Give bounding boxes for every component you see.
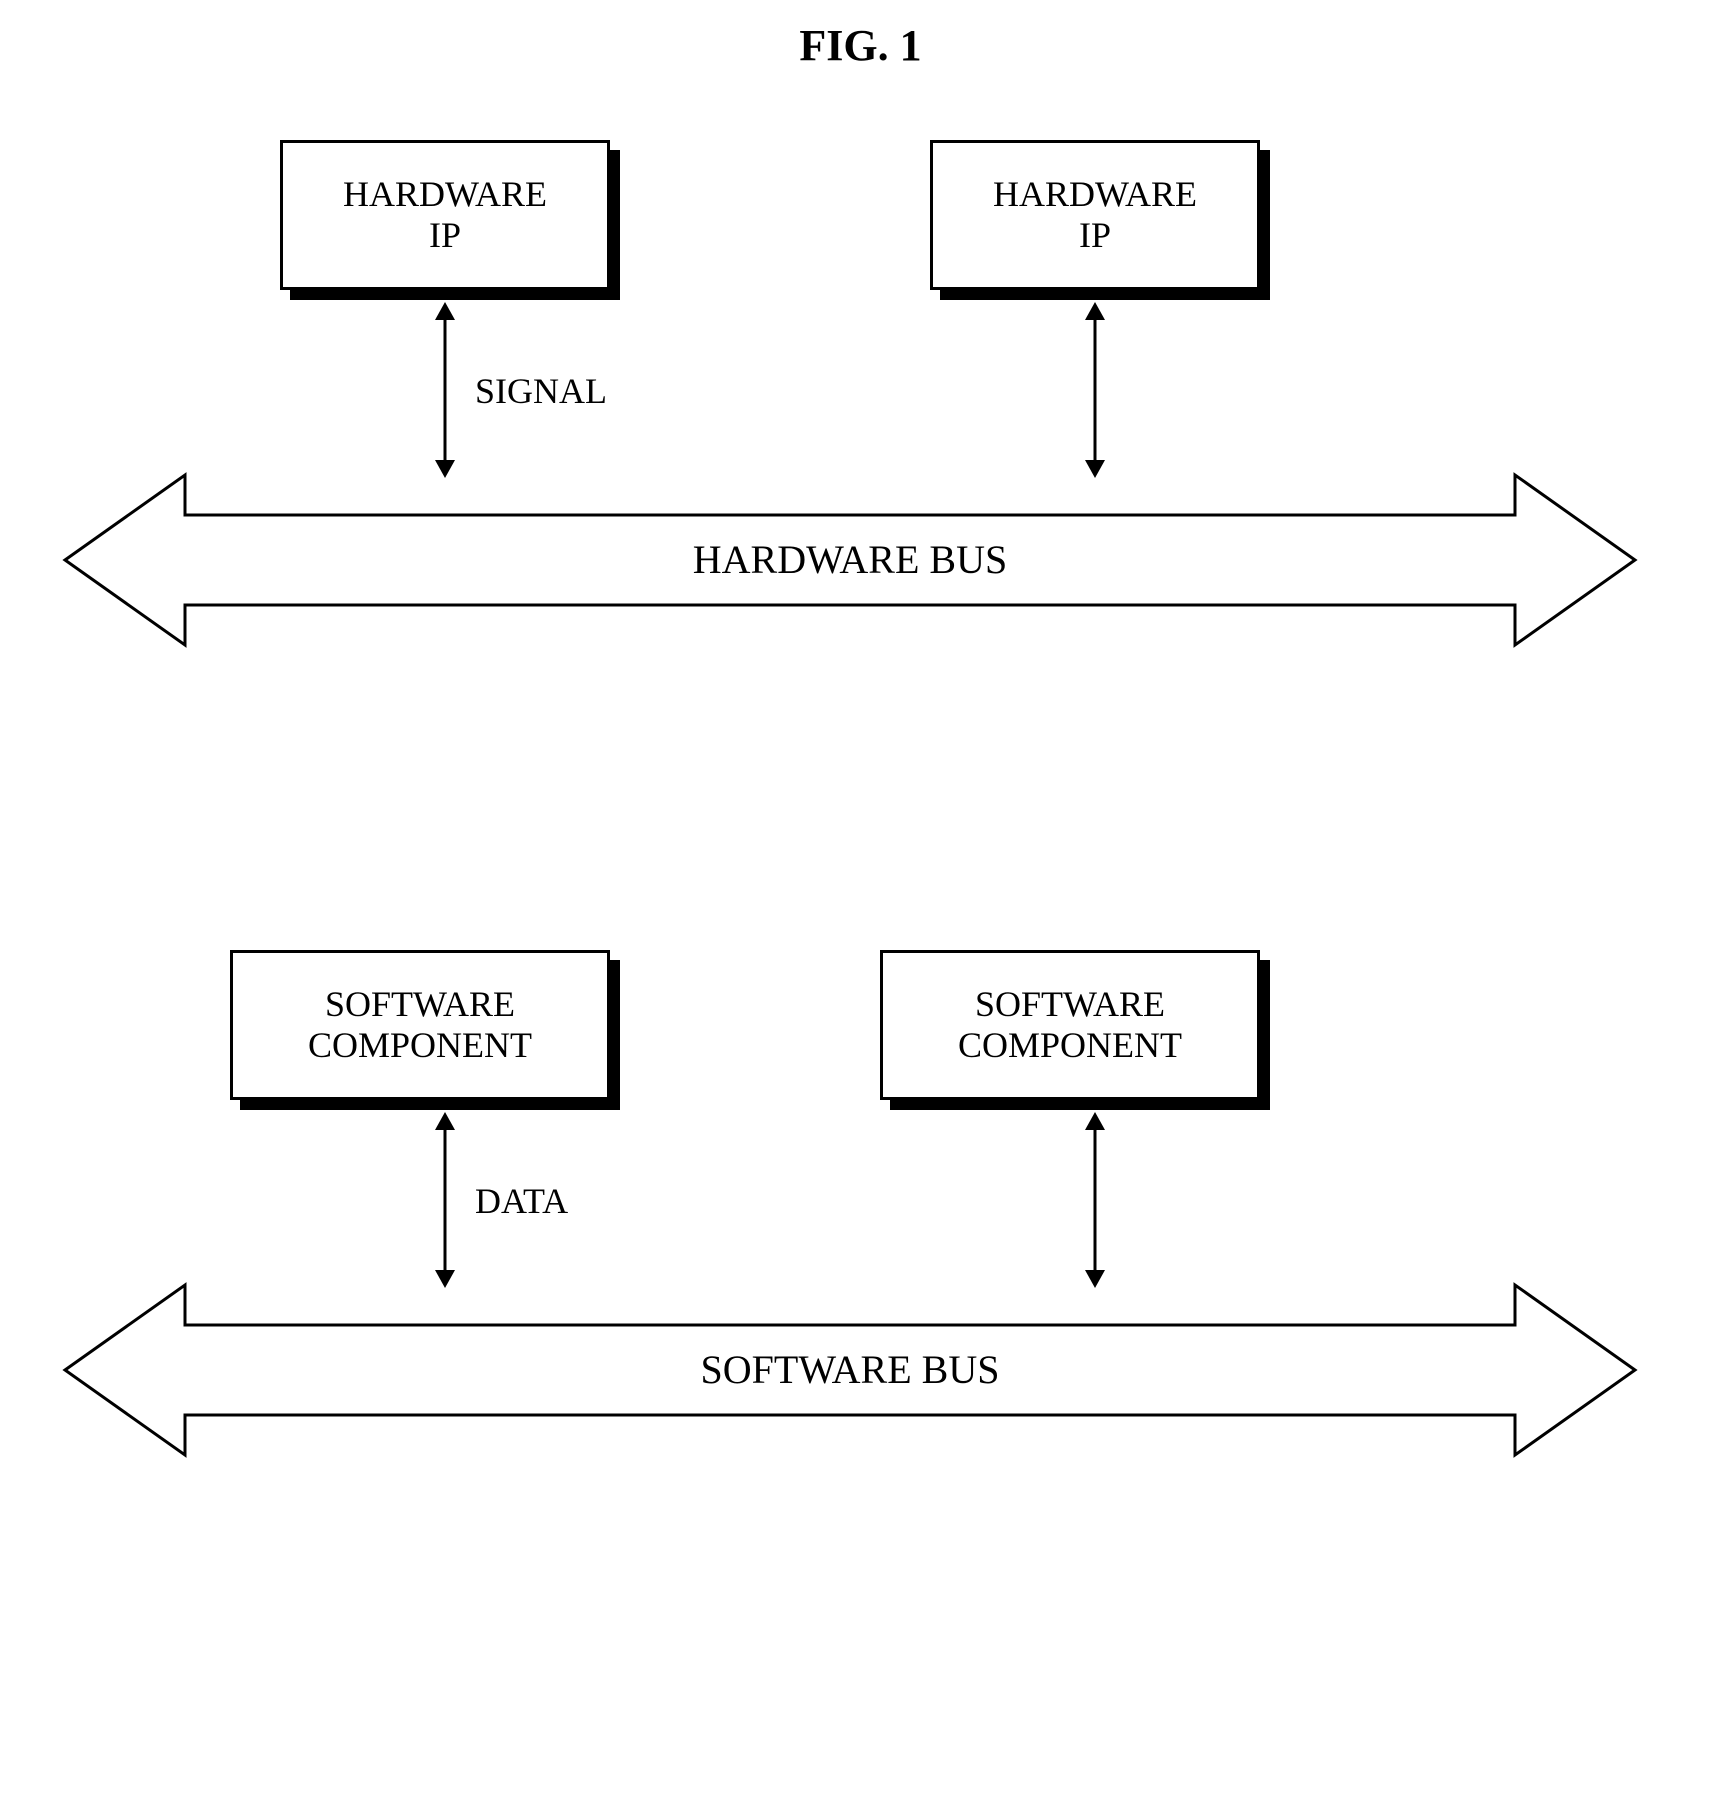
double-arrow-icon bbox=[425, 300, 465, 480]
software-bus: SOFTWARE BUS bbox=[60, 1280, 1640, 1460]
double-arrow-icon bbox=[1075, 1110, 1115, 1290]
box: SOFTWARE COMPONENT bbox=[880, 950, 1260, 1100]
box-line1: HARDWARE bbox=[993, 174, 1197, 215]
box-line2: COMPONENT bbox=[308, 1025, 532, 1066]
box-line1: SOFTWARE bbox=[325, 984, 515, 1025]
software-bus-label: SOFTWARE BUS bbox=[701, 1347, 1000, 1392]
box-line2: COMPONENT bbox=[958, 1025, 1182, 1066]
box: HARDWARE IP bbox=[930, 140, 1260, 290]
box: SOFTWARE COMPONENT bbox=[230, 950, 610, 1100]
double-arrow-icon bbox=[1075, 300, 1115, 480]
signal-label: SIGNAL bbox=[475, 370, 607, 412]
figure-title: FIG. 1 bbox=[799, 20, 921, 71]
box: HARDWARE IP bbox=[280, 140, 610, 290]
box-line1: SOFTWARE bbox=[975, 984, 1165, 1025]
box-line2: IP bbox=[429, 215, 461, 256]
data-label: DATA bbox=[475, 1180, 568, 1222]
box-line1: HARDWARE bbox=[343, 174, 547, 215]
hardware-bus-label: HARDWARE BUS bbox=[693, 537, 1007, 582]
hardware-bus: HARDWARE BUS bbox=[60, 470, 1640, 650]
double-arrow-icon bbox=[425, 1110, 465, 1290]
box-line2: IP bbox=[1079, 215, 1111, 256]
